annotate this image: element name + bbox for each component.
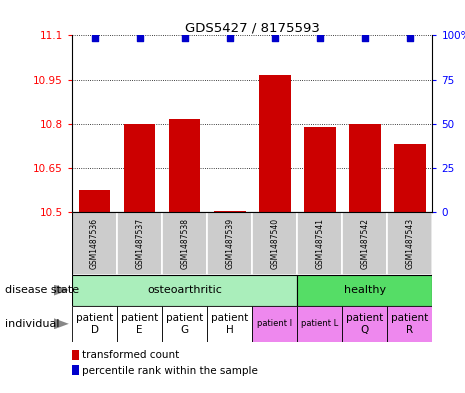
Text: GSM1487538: GSM1487538 xyxy=(180,218,189,269)
Bar xyxy=(387,212,432,275)
Bar xyxy=(214,211,246,212)
Text: patient
D: patient D xyxy=(76,313,113,334)
Bar xyxy=(117,306,162,342)
Bar xyxy=(169,119,200,212)
Text: transformed count: transformed count xyxy=(82,350,179,360)
Bar xyxy=(252,306,297,342)
Point xyxy=(271,35,279,41)
Bar xyxy=(124,124,155,212)
Text: osteoarthritic: osteoarthritic xyxy=(147,285,222,296)
Bar xyxy=(342,212,387,275)
Text: individual: individual xyxy=(5,319,59,329)
Text: patient L: patient L xyxy=(301,320,339,328)
Text: healthy: healthy xyxy=(344,285,386,296)
Bar xyxy=(394,144,425,212)
Text: GSM1487536: GSM1487536 xyxy=(90,218,99,269)
Bar xyxy=(342,306,387,342)
Text: patient
G: patient G xyxy=(166,313,203,334)
Bar xyxy=(207,212,252,275)
Text: percentile rank within the sample: percentile rank within the sample xyxy=(82,365,258,376)
Point xyxy=(316,35,324,41)
Point xyxy=(91,35,98,41)
Point xyxy=(361,35,369,41)
Bar xyxy=(207,306,252,342)
Polygon shape xyxy=(54,285,69,296)
Point xyxy=(136,35,143,41)
Text: GSM1487541: GSM1487541 xyxy=(315,218,324,269)
Text: patient
R: patient R xyxy=(392,313,429,334)
Bar xyxy=(297,212,342,275)
Point xyxy=(181,35,188,41)
Text: GSM1487540: GSM1487540 xyxy=(270,218,279,269)
Bar xyxy=(72,212,117,275)
Polygon shape xyxy=(54,318,69,329)
Bar xyxy=(297,306,342,342)
Bar xyxy=(259,75,291,212)
Bar xyxy=(72,306,117,342)
Bar xyxy=(162,306,207,342)
Point xyxy=(406,35,414,41)
Text: patient I: patient I xyxy=(257,320,292,328)
Text: GSM1487542: GSM1487542 xyxy=(360,218,369,269)
Bar xyxy=(349,124,381,212)
Text: patient
H: patient H xyxy=(211,313,248,334)
Bar xyxy=(252,212,297,275)
Bar xyxy=(387,306,432,342)
Point xyxy=(226,35,233,41)
Text: disease state: disease state xyxy=(5,285,79,295)
Bar xyxy=(117,212,162,275)
Text: patient
Q: patient Q xyxy=(346,313,384,334)
Title: GDS5427 / 8175593: GDS5427 / 8175593 xyxy=(185,21,320,34)
Text: GSM1487539: GSM1487539 xyxy=(225,218,234,269)
Bar xyxy=(79,190,110,212)
Text: GSM1487543: GSM1487543 xyxy=(405,218,414,269)
Bar xyxy=(72,275,297,306)
Text: patient
E: patient E xyxy=(121,313,158,334)
Bar xyxy=(297,275,432,306)
Bar xyxy=(304,127,336,212)
Text: GSM1487537: GSM1487537 xyxy=(135,218,144,269)
Bar xyxy=(162,212,207,275)
